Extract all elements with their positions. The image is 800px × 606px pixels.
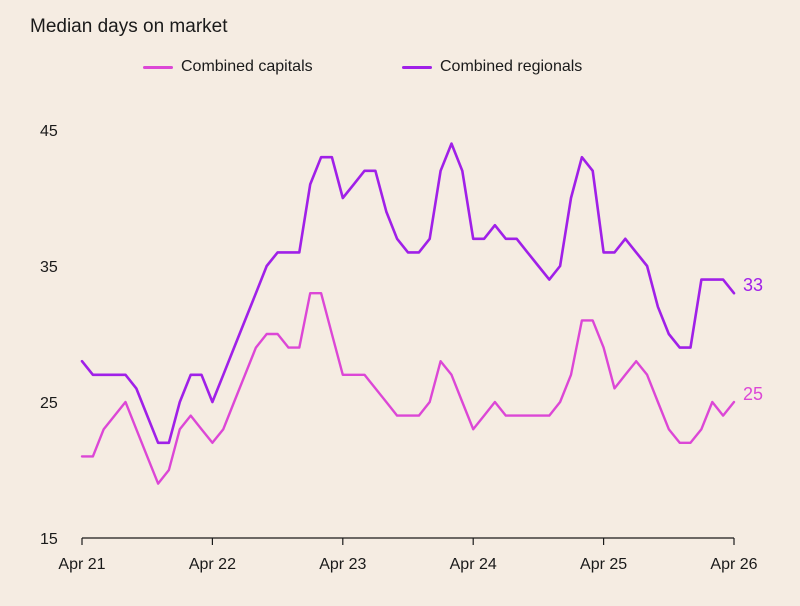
y-axis: 15 25 35 45 (40, 123, 58, 548)
legend-item-regionals: Combined regionals (402, 58, 582, 76)
series-line-capitals (80, 292, 736, 485)
legend-swatch-capitals (143, 65, 173, 69)
x-tick-label: Apr 26 (710, 556, 757, 573)
x-tick-label: Apr 23 (319, 556, 366, 573)
x-axis: Apr 21 Apr 22 Apr 23 Apr 24 Apr 25 Apr 26 (58, 537, 758, 573)
chart-title: Median days on market (30, 16, 228, 37)
series-layer (80, 142, 736, 485)
legend-item-capitals: Combined capitals (143, 58, 313, 76)
y-tick-label: 35 (40, 259, 58, 276)
x-tick-label: Apr 21 (58, 556, 105, 573)
y-tick-label: 45 (40, 123, 58, 140)
x-tick-label: Apr 25 (580, 556, 627, 573)
end-label-regionals: 33 (743, 275, 763, 295)
y-tick-label: 25 (40, 395, 58, 412)
x-tick-label: Apr 24 (450, 556, 497, 573)
legend: Combined capitals Combined regionals (0, 58, 800, 82)
series-line-regionals (80, 142, 736, 445)
legend-label-capitals: Combined capitals (181, 58, 313, 75)
end-labels: 25 33 (743, 275, 763, 404)
x-tick-label: Apr 22 (189, 556, 236, 573)
end-label-capitals: 25 (743, 384, 763, 404)
legend-label-regionals: Combined regionals (440, 58, 583, 75)
legend-swatch-regionals (402, 65, 432, 69)
y-tick-label: 15 (40, 531, 58, 548)
